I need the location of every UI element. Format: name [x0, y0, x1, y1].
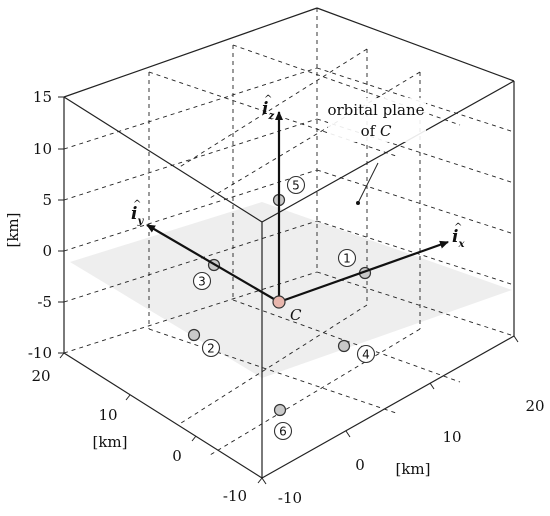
- axis-labels: ix ^ iy ^ iz ^: [131, 94, 465, 250]
- x-axis-label: ix: [452, 227, 465, 250]
- annotation-line2: of C: [361, 122, 392, 140]
- chief-satellite: [272, 295, 286, 309]
- satellite-6: [273, 403, 287, 417]
- right-tick-neg10: -10: [278, 489, 302, 507]
- satellite-badges: 1 2 3 4 5 6: [192, 175, 376, 441]
- badge-6: 6: [273, 421, 293, 441]
- z-axis-hat: ^: [264, 94, 272, 105]
- vertical-tick-5: 5: [42, 191, 52, 209]
- x-axis-hat: ^: [454, 222, 462, 233]
- z-axis-label: iz: [262, 99, 274, 122]
- svg-text:4: 4: [362, 348, 370, 362]
- satellites: [187, 193, 372, 417]
- left-tick-neg10: -10: [223, 487, 247, 505]
- svg-text:5: 5: [292, 179, 300, 193]
- badge-2: 2: [201, 338, 221, 358]
- annotation-dot: [356, 201, 360, 205]
- right-depth-unit: [km]: [395, 460, 430, 478]
- orbital-plane-annotation: orbital plane of C: [327, 98, 426, 142]
- y-axis-label: iy: [131, 204, 144, 227]
- y-axis-arrow: [146, 224, 280, 303]
- svg-text:6: 6: [279, 425, 287, 439]
- right-depth-axis: -10 0 10 20 [km]: [278, 397, 545, 507]
- left-tick-0: 0: [172, 447, 182, 465]
- vertical-tick-neg10: -10: [28, 344, 52, 362]
- svg-text:1: 1: [343, 252, 351, 266]
- left-depth-unit: [km]: [92, 433, 127, 451]
- badge-3: 3: [192, 271, 212, 291]
- vertical-axis: 15 10 5 0 -5 -10 [km]: [4, 88, 52, 362]
- right-tick-20: 20: [525, 397, 544, 415]
- vertical-tick-0: 0: [42, 242, 52, 260]
- vertical-axis-unit: [km]: [4, 212, 22, 247]
- right-tick-0: 0: [355, 456, 365, 474]
- annotation-leader: [357, 162, 379, 204]
- left-tick-20: 20: [31, 367, 50, 385]
- y-axis-hat: ^: [133, 199, 141, 210]
- tick-marks: [58, 96, 519, 485]
- orbital-plane: [70, 202, 512, 378]
- annotation-line1: orbital plane: [327, 101, 424, 119]
- left-depth-axis: 20 10 0 -10 [km]: [31, 367, 247, 505]
- origin-label: C: [290, 306, 302, 324]
- x-axis-arrow: [278, 240, 449, 304]
- box-edges: [63, 7, 515, 479]
- reference-frame: [146, 111, 449, 304]
- svg-text:3: 3: [198, 275, 206, 289]
- vertical-tick-neg5: -5: [37, 293, 52, 311]
- satellite-2: [187, 328, 201, 342]
- badge-5: 5: [286, 175, 306, 195]
- left-tick-10: 10: [98, 406, 117, 424]
- svg-text:2: 2: [207, 342, 215, 356]
- vertical-tick-10: 10: [33, 140, 52, 158]
- right-tick-10: 10: [442, 428, 461, 446]
- badge-4: 4: [356, 344, 376, 364]
- badge-1: 1: [337, 248, 357, 268]
- satellite-4: [337, 339, 351, 353]
- vertical-tick-15: 15: [33, 88, 52, 106]
